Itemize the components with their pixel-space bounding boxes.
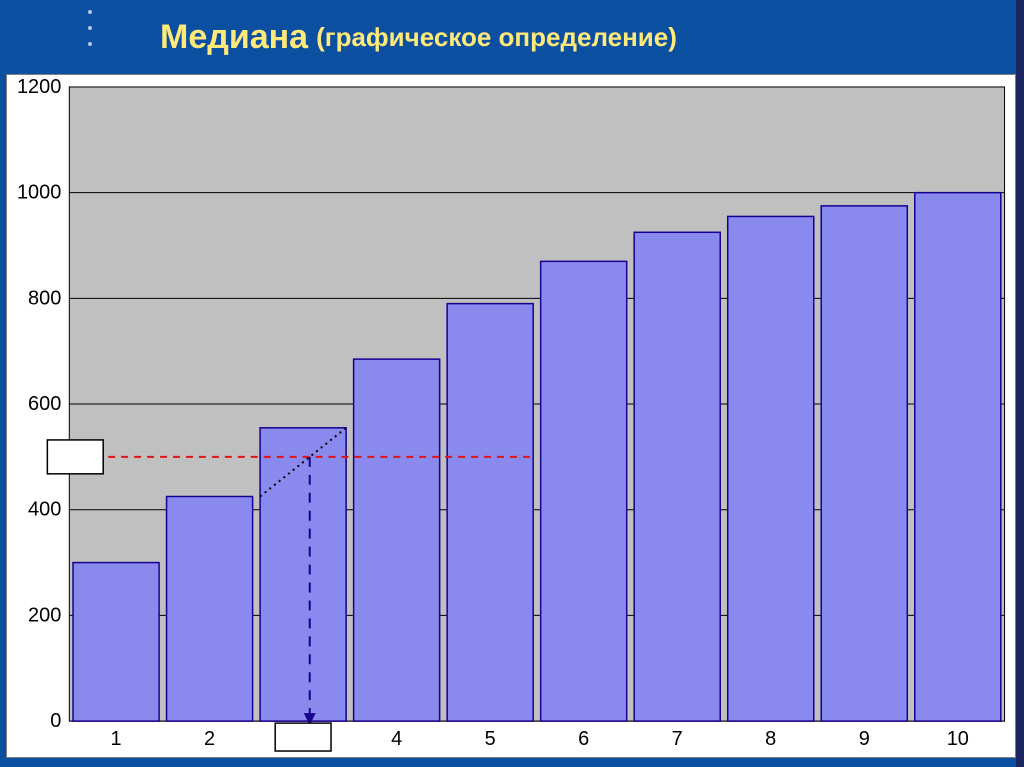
- slide-root: Медиана (графическое определение) 0 200 40…: [0, 0, 1024, 767]
- title-bar: Медиана (графическое определение): [0, 0, 1024, 74]
- chart-svg: 02004006008001000120012345678910: [7, 75, 1015, 757]
- bar: [821, 206, 907, 721]
- bar: [541, 261, 627, 721]
- x-tick-label: 10: [947, 728, 969, 750]
- x-tick-label: 2: [204, 728, 215, 750]
- title-bullets: [88, 10, 92, 46]
- bar: [73, 563, 159, 722]
- y-tick-label: 1200: [17, 76, 61, 98]
- y-tick-label: 800: [28, 287, 61, 309]
- y-tick-label: 0: [50, 710, 61, 732]
- y-tick-label: 1000: [17, 182, 61, 204]
- chart-container: 02004006008001000120012345678910: [6, 74, 1016, 758]
- x-tick-label: 1: [111, 728, 122, 750]
- x-tick-label: 6: [578, 728, 589, 750]
- x-tick-label: 8: [765, 728, 776, 750]
- accent-strip: [1016, 0, 1024, 767]
- bullet-dot: [88, 10, 92, 14]
- bar: [634, 232, 720, 721]
- bar: [447, 304, 533, 721]
- bullet-dot: [88, 26, 92, 30]
- bar: [728, 216, 814, 721]
- bar: [354, 359, 440, 721]
- x-tick-label: 7: [672, 728, 683, 750]
- y-tick-label: 200: [28, 604, 61, 626]
- median-y-label-box: [47, 440, 103, 474]
- bar: [915, 193, 1001, 721]
- bar: [260, 428, 346, 721]
- x-tick-label: 4: [391, 728, 402, 750]
- x-tick-label: 5: [485, 728, 496, 750]
- x-tick-label: 9: [859, 728, 870, 750]
- y-tick-label: 600: [28, 393, 61, 415]
- bullet-dot: [88, 42, 92, 46]
- bar: [167, 497, 253, 722]
- title-main: Медиана: [160, 18, 308, 57]
- title-sub: (графическое определение): [316, 22, 677, 53]
- median-x-label-box: [275, 723, 331, 751]
- y-tick-label: 400: [28, 499, 61, 521]
